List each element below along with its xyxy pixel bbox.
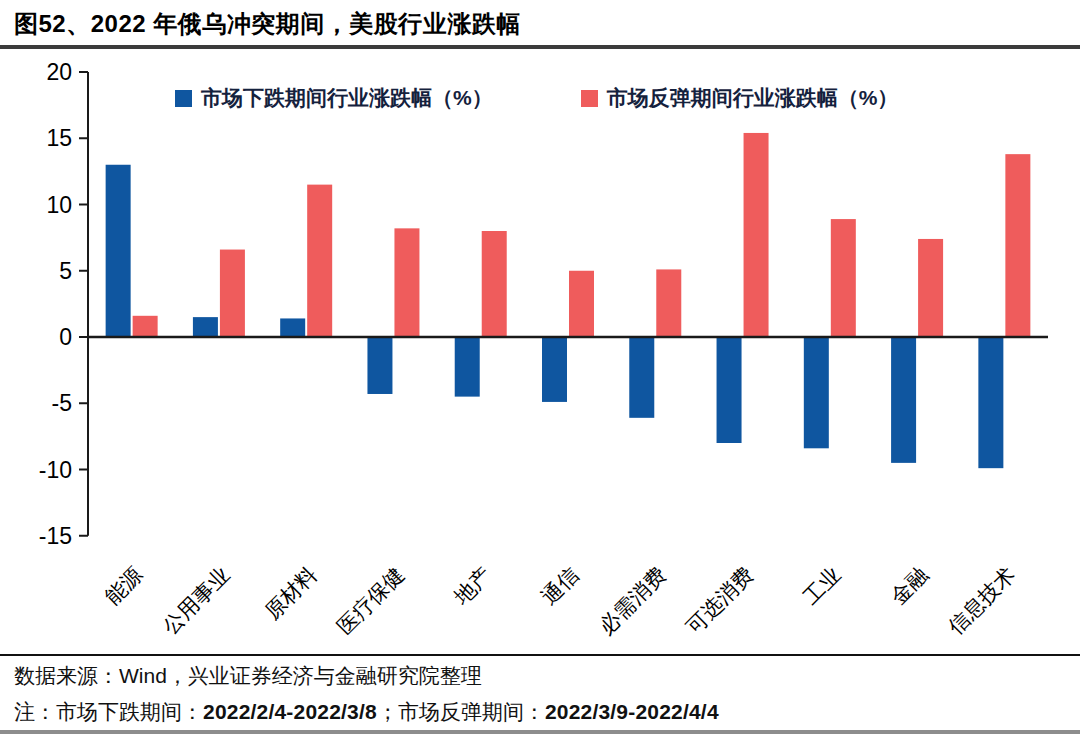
x-axis-label-9: 金融: [886, 563, 932, 609]
bar-rebound-10: [1005, 154, 1030, 337]
bar-decline-2: [280, 318, 305, 337]
bar-decline-4: [455, 337, 480, 397]
x-axis-label-2: 原材料: [260, 563, 321, 624]
note-prefix: 注：市场下跌期间：: [14, 700, 203, 723]
x-axis-label-3: 医疗保健: [333, 563, 409, 639]
bar-decline-1: [193, 317, 218, 337]
note-decline-period: 2022/2/4-2022/3/8: [203, 700, 377, 723]
bar-rebound-5: [569, 271, 594, 337]
x-axis-label-6: 必需消费: [594, 563, 670, 639]
bar-decline-5: [542, 337, 567, 402]
legend-swatch-red: [581, 90, 598, 107]
x-axis-label-10: 信息技术: [944, 563, 1020, 639]
y-axis-tick-label: 5: [59, 258, 72, 284]
bar-decline-0: [106, 165, 131, 337]
y-axis-tick-label: 15: [46, 125, 72, 151]
legend-label-market-decline: 市场下跌期间行业涨跌幅（%）: [201, 84, 493, 112]
legend-item-market-rebound: 市场反弹期间行业涨跌幅（%）: [581, 84, 899, 112]
bar-rebound-6: [656, 269, 681, 337]
x-axis-label-0: 能源: [101, 563, 147, 609]
chart-legend: 市场下跌期间行业涨跌幅（%） 市场反弹期间行业涨跌幅（%）: [175, 84, 898, 112]
note-rebound-period: 2022/3/9-2022/4/4: [545, 700, 719, 723]
y-axis-tick-label: -15: [39, 523, 72, 549]
legend-swatch-blue: [175, 90, 192, 107]
legend-item-market-decline: 市场下跌期间行业涨跌幅（%）: [175, 84, 493, 112]
bar-decline-7: [717, 337, 742, 443]
x-axis-label-4: 地产: [449, 563, 496, 610]
note-text: 注：市场下跌期间：2022/2/4-2022/3/8；市场反弹期间：2022/3…: [14, 698, 719, 726]
report-chart-page: 图52、2022 年俄乌冲突期间，美股行业涨跌幅 20151050-5-10-1…: [0, 0, 1080, 734]
bar-rebound-1: [220, 250, 245, 337]
note-middle: ；市场反弹期间：: [377, 700, 545, 723]
y-axis-tick-label: 20: [46, 59, 72, 85]
y-axis-tick-label: 10: [46, 192, 72, 218]
bar-decline-6: [629, 337, 654, 418]
y-axis-tick-label: -5: [52, 390, 72, 416]
legend-label-market-rebound: 市场反弹期间行业涨跌幅（%）: [607, 84, 899, 112]
x-axis-label-7: 可选消费: [682, 563, 758, 639]
bar-rebound-0: [133, 316, 158, 337]
bar-decline-9: [891, 337, 916, 463]
footer-divider: [0, 654, 1080, 656]
x-axis-label-8: 工业: [799, 563, 845, 609]
bar-rebound-8: [831, 219, 856, 337]
bar-rebound-7: [744, 133, 769, 337]
bar-decline-3: [367, 337, 392, 394]
bar-rebound-9: [918, 239, 943, 337]
y-axis-tick-label: 0: [59, 324, 72, 350]
bar-decline-8: [804, 337, 829, 448]
bar-rebound-2: [307, 185, 332, 337]
x-axis-label-5: 通信: [537, 563, 583, 609]
data-source-text: 数据来源：Wind，兴业证券经济与金融研究院整理: [14, 662, 482, 690]
bottom-edge-divider: [0, 730, 1080, 734]
x-axis-label-1: 公用事业: [158, 563, 234, 639]
y-axis-tick-label: -10: [39, 457, 72, 483]
bar-decline-10: [978, 337, 1003, 468]
bar-rebound-4: [482, 231, 507, 337]
bar-rebound-3: [394, 228, 419, 337]
